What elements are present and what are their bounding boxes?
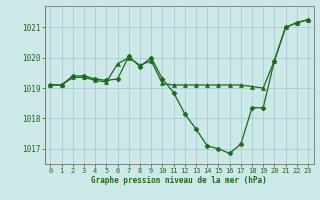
X-axis label: Graphe pression niveau de la mer (hPa): Graphe pression niveau de la mer (hPa) <box>91 176 267 185</box>
